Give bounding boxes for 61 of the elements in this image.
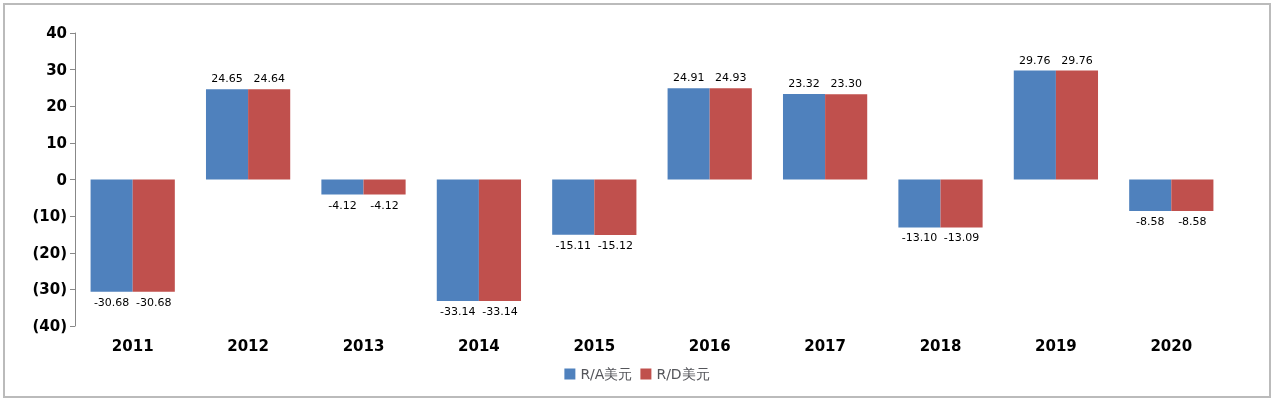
data-label: 24.65 xyxy=(211,72,243,86)
data-label: -13.09 xyxy=(943,231,980,245)
bar xyxy=(363,179,406,195)
x-tick-label: 2013 xyxy=(342,336,385,355)
bar xyxy=(1129,179,1172,211)
bar xyxy=(90,179,133,292)
bar xyxy=(709,88,752,180)
data-label: -13.10 xyxy=(901,231,938,245)
data-label: 29.76 xyxy=(1019,53,1051,67)
legend-label: R/D美元 xyxy=(656,366,710,382)
bar xyxy=(552,179,595,235)
x-tick-label: 2016 xyxy=(688,336,731,355)
y-tick-label: (10) xyxy=(32,207,67,226)
data-label: -8.58 xyxy=(1178,214,1207,228)
bar xyxy=(594,179,637,235)
y-tick-label: 30 xyxy=(46,60,67,79)
data-label: -30.68 xyxy=(136,295,172,309)
bar xyxy=(1055,70,1099,180)
bar xyxy=(248,89,291,180)
x-tick-label: 2017 xyxy=(804,336,846,355)
data-label: 29.76 xyxy=(1061,53,1093,67)
bar xyxy=(898,179,941,228)
data-label: -15.11 xyxy=(555,238,591,252)
data-label: 23.30 xyxy=(830,77,862,91)
data-label: 24.93 xyxy=(715,71,747,85)
data-label: 24.64 xyxy=(253,72,285,86)
data-label: -4.12 xyxy=(370,198,399,212)
x-tick-label: 2020 xyxy=(1150,336,1193,355)
data-label: -33.14 xyxy=(482,304,518,318)
y-tick-label: 20 xyxy=(46,97,67,116)
bar xyxy=(667,88,710,180)
x-tick-label: 2019 xyxy=(1035,336,1077,355)
y-tick-label: (30) xyxy=(32,280,67,299)
data-label: -15.12 xyxy=(597,238,634,252)
y-tick-label: (40) xyxy=(32,317,67,335)
data-label: -30.68 xyxy=(93,295,130,309)
bar xyxy=(132,179,175,292)
bar xyxy=(825,94,868,180)
x-tick-label: 2012 xyxy=(227,336,269,355)
legend-label: R/A美元 xyxy=(580,366,633,382)
y-tick-label: 40 xyxy=(46,24,67,42)
bar xyxy=(1013,70,1056,180)
bar xyxy=(782,94,826,180)
bar xyxy=(205,89,249,180)
bar xyxy=(436,179,479,301)
x-tick-label: 2011 xyxy=(111,336,154,355)
x-tick-label: 2018 xyxy=(919,336,962,355)
y-tick-label: 10 xyxy=(46,133,67,152)
bar xyxy=(321,179,364,195)
data-label: -4.12 xyxy=(328,198,357,212)
data-label: 24.91 xyxy=(672,71,705,85)
bar xyxy=(940,179,983,228)
data-label: -33.14 xyxy=(440,304,476,318)
x-tick-label: 2015 xyxy=(573,336,616,355)
y-tick-label: (20) xyxy=(32,243,67,262)
data-label: -8.58 xyxy=(1136,214,1165,228)
data-label: 23.32 xyxy=(788,77,820,91)
x-tick-label: 2014 xyxy=(458,336,500,355)
bar xyxy=(478,179,522,301)
y-tick-label: 0 xyxy=(56,170,67,189)
bar xyxy=(1171,179,1214,211)
